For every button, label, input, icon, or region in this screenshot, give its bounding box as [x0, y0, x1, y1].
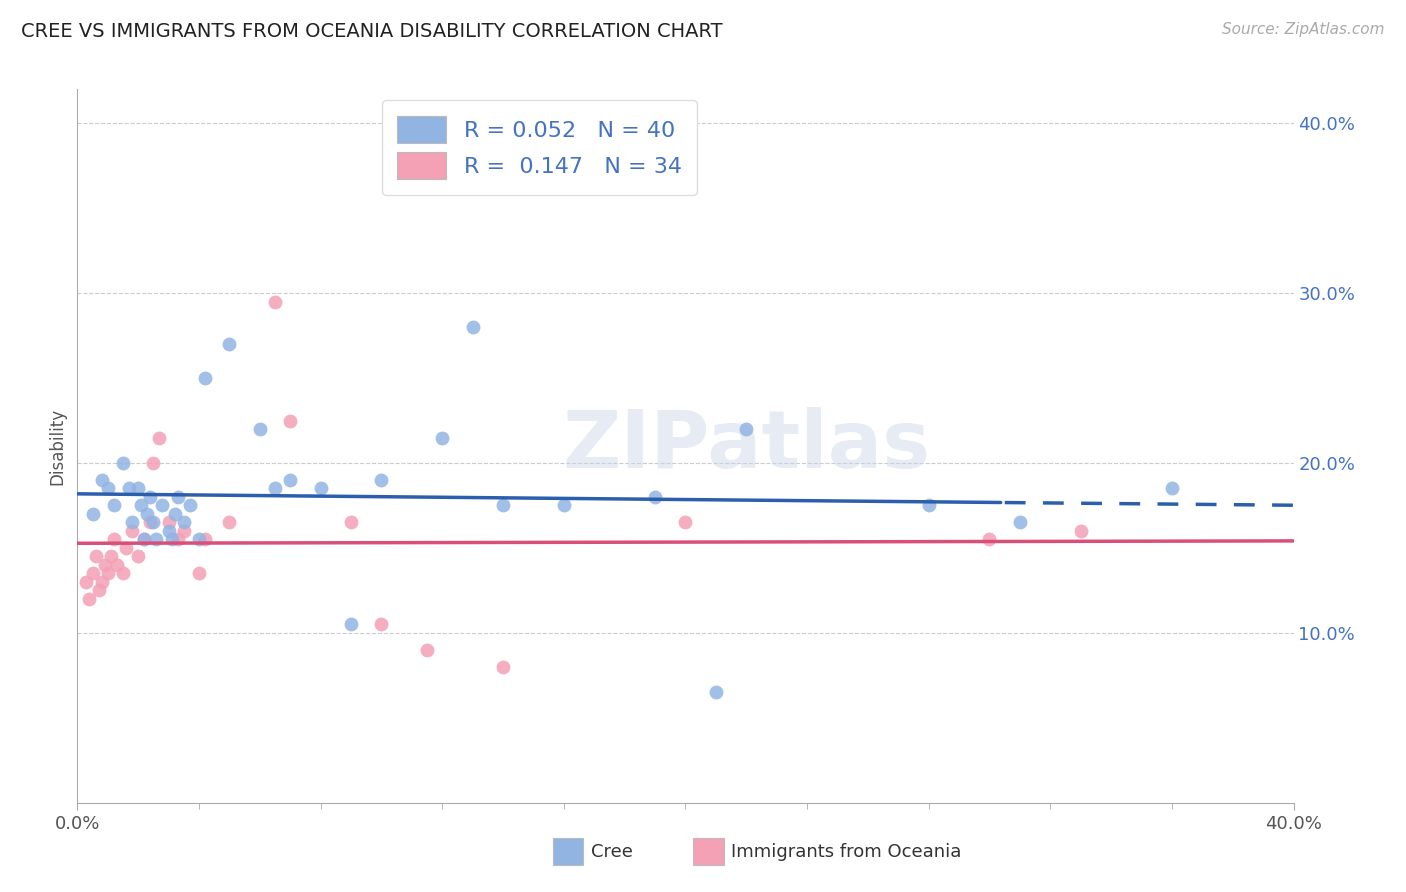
Point [264, 482, 287, 496]
Point [430, 430, 453, 444]
Point [179, 499, 201, 513]
Point [82, 507, 104, 521]
Point [121, 516, 143, 530]
Point [188, 533, 211, 547]
Point [173, 524, 195, 538]
Text: CREE VS IMMIGRANTS FROM OCEANIA DISABILITY CORRELATION CHART: CREE VS IMMIGRANTS FROM OCEANIA DISABILI… [21, 22, 723, 41]
Point [675, 516, 697, 530]
Point [157, 524, 180, 538]
Point [100, 549, 122, 564]
Point [136, 507, 159, 521]
Y-axis label: Disability: Disability [48, 408, 66, 484]
Point [979, 533, 1001, 547]
Point [173, 516, 195, 530]
Text: Immigrants from Oceania: Immigrants from Oceania [731, 843, 962, 861]
Point [278, 473, 301, 487]
Point [264, 294, 287, 309]
Point [82, 566, 104, 581]
Point [704, 685, 727, 699]
Point [370, 617, 392, 632]
Point [553, 499, 575, 513]
Point [139, 516, 162, 530]
Point [87, 583, 110, 598]
Point [118, 482, 141, 496]
Point [90, 473, 112, 487]
Point [79, 591, 101, 606]
Point [142, 456, 165, 470]
Point [111, 456, 134, 470]
Point [166, 533, 188, 547]
Point [644, 490, 666, 504]
Point [918, 499, 941, 513]
Point [461, 320, 484, 334]
Point [1070, 524, 1092, 538]
Point [97, 482, 120, 496]
Legend: R = 0.052   N = 40, R =  0.147   N = 34: R = 0.052 N = 40, R = 0.147 N = 34 [381, 100, 697, 194]
Point [111, 566, 134, 581]
Point [93, 558, 115, 572]
Point [194, 371, 217, 385]
Point [127, 482, 149, 496]
Point [90, 574, 112, 589]
Point [340, 617, 363, 632]
Point [105, 558, 128, 572]
Point [129, 499, 152, 513]
Point [115, 541, 138, 555]
Point [309, 482, 332, 496]
Point [152, 499, 174, 513]
Point [1008, 516, 1031, 530]
Point [370, 473, 392, 487]
Point [157, 516, 180, 530]
Point [163, 507, 186, 521]
Point [166, 490, 188, 504]
Point [148, 430, 170, 444]
Point [278, 413, 301, 427]
Point [188, 566, 211, 581]
Point [218, 337, 240, 351]
Point [194, 533, 217, 547]
Point [103, 533, 125, 547]
Point [1161, 482, 1184, 496]
Point [75, 574, 97, 589]
Point [103, 499, 125, 513]
Point [139, 490, 162, 504]
Point [142, 516, 165, 530]
Point [145, 533, 167, 547]
Point [121, 524, 143, 538]
Point [84, 549, 107, 564]
Text: Cree: Cree [591, 843, 633, 861]
Point [492, 660, 515, 674]
Point [735, 422, 758, 436]
Point [160, 533, 183, 547]
Point [127, 549, 149, 564]
Point [492, 499, 515, 513]
Point [416, 643, 439, 657]
Point [218, 516, 240, 530]
Point [134, 533, 156, 547]
Point [97, 566, 120, 581]
Point [249, 422, 271, 436]
Text: Source: ZipAtlas.com: Source: ZipAtlas.com [1222, 22, 1385, 37]
Point [134, 533, 156, 547]
Text: ZIPatlas: ZIPatlas [562, 407, 931, 485]
Point [340, 516, 363, 530]
